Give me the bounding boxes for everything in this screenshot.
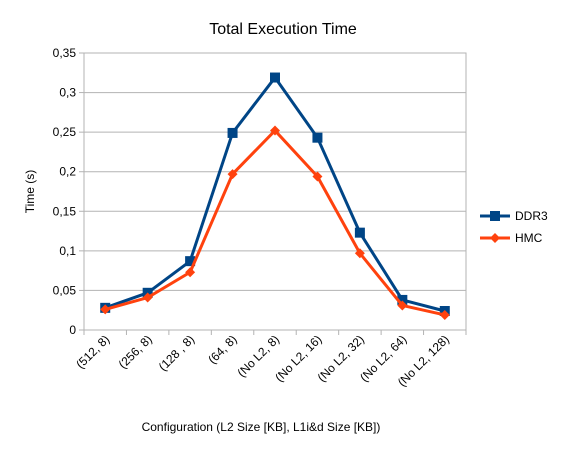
data-point [100, 304, 111, 315]
x-tick-label: (512, 8) [73, 332, 112, 371]
y-tick-label: 0,15 [53, 204, 77, 218]
data-point [354, 248, 365, 259]
data-point [397, 294, 408, 305]
data-point [397, 300, 408, 311]
data-point [185, 256, 196, 267]
legend-label: HMC [515, 231, 543, 245]
data-point [270, 125, 280, 136]
x-axis-ticks: (512, 8) (256, 8) (128 , 8) (64, 8)(No L2, … [73, 330, 467, 389]
series-layer [100, 72, 450, 320]
legend-item-ddr3: DDR3 [480, 209, 548, 223]
y-axis-label: Time (s) [23, 170, 37, 214]
data-point [312, 132, 323, 143]
grid-lines [84, 52, 466, 331]
y-tick-label: 0,1 [59, 244, 76, 258]
x-tick-label: (256, 8) [116, 332, 155, 371]
data-point [227, 127, 238, 138]
data-point [439, 309, 450, 320]
legend-item-hmc: HMC [480, 231, 543, 245]
series-ddr3 [100, 72, 450, 317]
series-line [104, 76, 446, 313]
data-point [354, 227, 365, 238]
chart-title: Total Execution Time [209, 21, 357, 38]
data-point [227, 169, 238, 180]
legend: DDR3 HMC [480, 209, 548, 245]
series-hmc [100, 125, 450, 320]
x-tick-label: (128 , 8) [156, 332, 198, 374]
x-tick-label: (64, 8) [205, 332, 239, 366]
data-point [142, 292, 153, 303]
data-point [185, 267, 196, 278]
y-tick-label: 0,25 [53, 125, 77, 139]
y-tick-label: 0,35 [53, 46, 77, 60]
y-tick-label: 0,2 [59, 165, 76, 179]
x-axis-label: Configuration (L2 Size [KB], L1i&d Size … [142, 420, 381, 434]
data-point [270, 72, 280, 83]
data-point [312, 171, 323, 182]
y-tick-label: 0,05 [53, 283, 77, 297]
legend-marker [490, 233, 500, 243]
legend-label: DDR3 [515, 209, 548, 223]
y-axis-ticks: 0 0,05 0,1 0,15 0,2 0,25 0,3 0,35 [53, 46, 84, 337]
y-tick-label: 0 [69, 323, 76, 337]
legend-marker [490, 211, 500, 221]
plot-area [83, 52, 467, 331]
y-tick-label: 0,3 [59, 86, 76, 100]
